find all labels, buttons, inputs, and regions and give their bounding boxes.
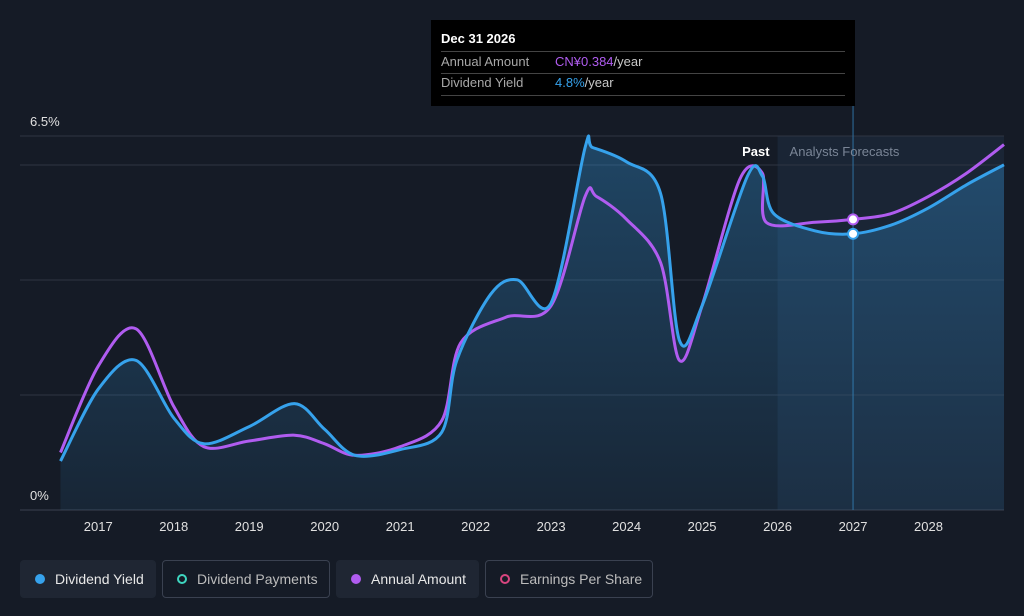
legend-label: Earnings Per Share [520, 571, 643, 587]
legend-dividend-payments[interactable]: Dividend Payments [162, 560, 330, 598]
dividend-yield-line [59, 134, 1005, 462]
legend-earnings-per-share[interactable]: Earnings Per Share [485, 560, 653, 598]
x-tick-label: 2025 [688, 519, 717, 534]
legend-dot-icon [177, 574, 187, 584]
tooltip-yield-value: 4.8%/year [555, 75, 614, 90]
legend-label: Annual Amount [371, 571, 466, 587]
legend-label: Dividend Payments [197, 571, 318, 587]
x-tick-label: 2023 [537, 519, 566, 534]
tooltip-divider [441, 95, 845, 96]
x-tick-label: 2026 [763, 519, 792, 534]
legend-dot-icon [500, 574, 510, 584]
annual-amount-line [59, 143, 1005, 457]
tooltip-amount-label: Annual Amount [441, 54, 530, 69]
past-label: Past [742, 144, 770, 159]
tooltip-yield-label: Dividend Yield [441, 75, 524, 90]
legend-dot-icon [351, 574, 361, 584]
legend-annual-amount[interactable]: Annual Amount [336, 560, 479, 598]
tooltip-amount-value: CN¥0.384/year [555, 54, 643, 69]
legend-dot-icon [35, 574, 45, 584]
annual-amount-point [847, 213, 860, 226]
dividend-yield-point [847, 227, 860, 240]
x-tick-label: 2019 [235, 519, 264, 534]
x-tick-label: 2022 [461, 519, 490, 534]
x-tick-label: 2028 [914, 519, 943, 534]
y-tick-label: 6.5% [30, 114, 60, 129]
x-tick-label: 2021 [386, 519, 415, 534]
x-tick-label: 2020 [310, 519, 339, 534]
x-tick-label: 2017 [84, 519, 113, 534]
y-tick-label: 0% [30, 488, 49, 503]
legend-label: Dividend Yield [55, 571, 144, 587]
dividend-yield-area [60, 135, 1004, 510]
forecast-label: Analysts Forecasts [790, 144, 900, 159]
tooltip-date: Dec 31 2026 [441, 31, 516, 46]
chart-tooltip: Dec 31 2026 Annual Amount CN¥0.384/year … [431, 20, 855, 106]
x-tick-label: 2027 [839, 519, 868, 534]
tooltip-divider [441, 73, 845, 74]
legend-dividend-yield[interactable]: Dividend Yield [20, 560, 156, 598]
x-tick-label: 2024 [612, 519, 641, 534]
tooltip-divider [441, 51, 845, 52]
x-tick-label: 2018 [159, 519, 188, 534]
